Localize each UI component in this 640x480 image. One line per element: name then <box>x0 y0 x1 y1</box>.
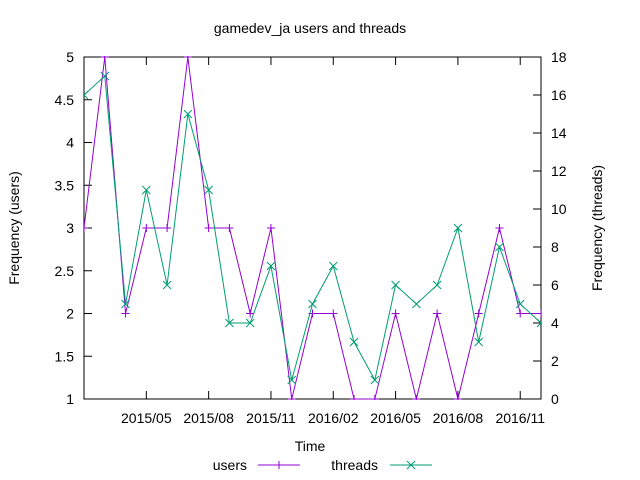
data-point-threads <box>162 280 172 290</box>
data-point-users <box>287 395 296 400</box>
y-left-tick-label: 5 <box>66 49 74 65</box>
y-right-tick-label: 4 <box>551 315 559 331</box>
legend-marker-users <box>275 461 283 469</box>
data-point-users <box>84 224 88 232</box>
data-point-threads <box>183 109 193 119</box>
data-point-users <box>246 309 255 318</box>
data-point-users <box>121 309 130 318</box>
legend: users threads <box>213 457 432 473</box>
data-point-users <box>329 309 338 318</box>
y-left-tick-label: 1.5 <box>55 348 75 364</box>
data-point-users <box>225 224 234 232</box>
x-tick-label: 2015/08 <box>183 410 234 426</box>
data-point-threads <box>121 299 130 309</box>
y-left-axis-title: Frequency (users) <box>6 171 22 285</box>
y-left-tick-label: 4.5 <box>55 92 75 108</box>
y-left-tick-label: 3 <box>66 220 74 236</box>
x-axis-title: Time <box>295 438 326 454</box>
series-line-users <box>84 56 541 400</box>
data-point-threads <box>432 280 442 290</box>
series-users <box>84 56 541 400</box>
y-right-tick-label: 18 <box>551 49 567 65</box>
y-right-tick-label: 2 <box>551 353 559 369</box>
data-point-users <box>474 309 483 318</box>
data-point-threads <box>495 242 504 252</box>
data-point-threads <box>349 337 359 347</box>
x-tick-label: 2016/11 <box>495 410 545 426</box>
data-point-threads <box>515 299 525 309</box>
data-point-threads <box>84 90 89 100</box>
y-left-tick-label: 2.5 <box>55 263 75 279</box>
data-point-users <box>516 309 525 318</box>
x-tick-label: 2016/08 <box>433 410 484 426</box>
data-point-threads <box>225 318 234 328</box>
y-left-tick-label: 3.5 <box>55 177 75 193</box>
data-point-threads <box>204 185 213 195</box>
data-point-users <box>100 56 109 61</box>
data-point-users <box>142 224 151 232</box>
data-point-threads <box>391 280 400 290</box>
legend-label-users: users <box>213 457 247 473</box>
data-point-users <box>204 224 213 232</box>
data-point-users <box>183 56 192 61</box>
x-tick-label: 2016/02 <box>308 410 359 426</box>
x-tick-label: 2015/11 <box>246 410 296 426</box>
data-point-users <box>350 395 359 400</box>
y-right-tick-label: 10 <box>551 201 567 217</box>
data-point-users <box>266 224 275 232</box>
data-point-users <box>453 395 462 400</box>
data-point-threads <box>412 299 421 309</box>
data-point-threads <box>266 261 276 271</box>
data-point-threads <box>370 375 380 385</box>
ticks-layer: 1 1.5 2 2.5 3 3.5 4 4.5 5 0 2 4 6 8 10 12 14 16 18 2015/05 2… <box>55 49 567 426</box>
data-point-threads <box>308 299 317 309</box>
y-right-tick-label: 16 <box>551 87 567 103</box>
legend-label-threads: threads <box>331 457 378 473</box>
y-right-tick-label: 8 <box>551 239 559 255</box>
legend-marker-threads <box>406 460 416 470</box>
data-point-users <box>370 395 379 400</box>
series-layer <box>84 56 541 400</box>
data-point-threads <box>245 318 255 328</box>
y-right-axis-title: Frequency (threads) <box>589 165 605 291</box>
data-point-users <box>495 224 504 232</box>
data-point-users <box>433 309 442 318</box>
data-point-users <box>412 395 421 400</box>
x-tick-label: 2016/05 <box>370 410 421 426</box>
y-right-tick-label: 0 <box>551 391 559 407</box>
data-point-threads <box>474 337 484 347</box>
y-left-tick-label: 1 <box>66 391 74 407</box>
y-left-tick-label: 4 <box>66 135 74 151</box>
y-right-tick-label: 12 <box>551 163 567 179</box>
chart-title: gamedev_ja users and threads <box>214 20 406 36</box>
y-right-tick-label: 6 <box>551 277 559 293</box>
y-right-tick-label: 14 <box>551 125 567 141</box>
data-point-users <box>537 309 541 318</box>
data-point-threads <box>328 261 338 271</box>
data-point-users <box>163 224 172 232</box>
series-threads <box>84 71 541 385</box>
x-tick-label: 2015/05 <box>121 410 172 426</box>
data-point-threads <box>453 223 463 233</box>
y-left-tick-label: 2 <box>66 306 74 322</box>
data-point-threads <box>100 71 110 81</box>
data-point-threads <box>141 185 151 195</box>
data-point-threads <box>287 375 297 385</box>
data-point-users <box>391 309 400 318</box>
data-point-threads <box>536 318 541 328</box>
